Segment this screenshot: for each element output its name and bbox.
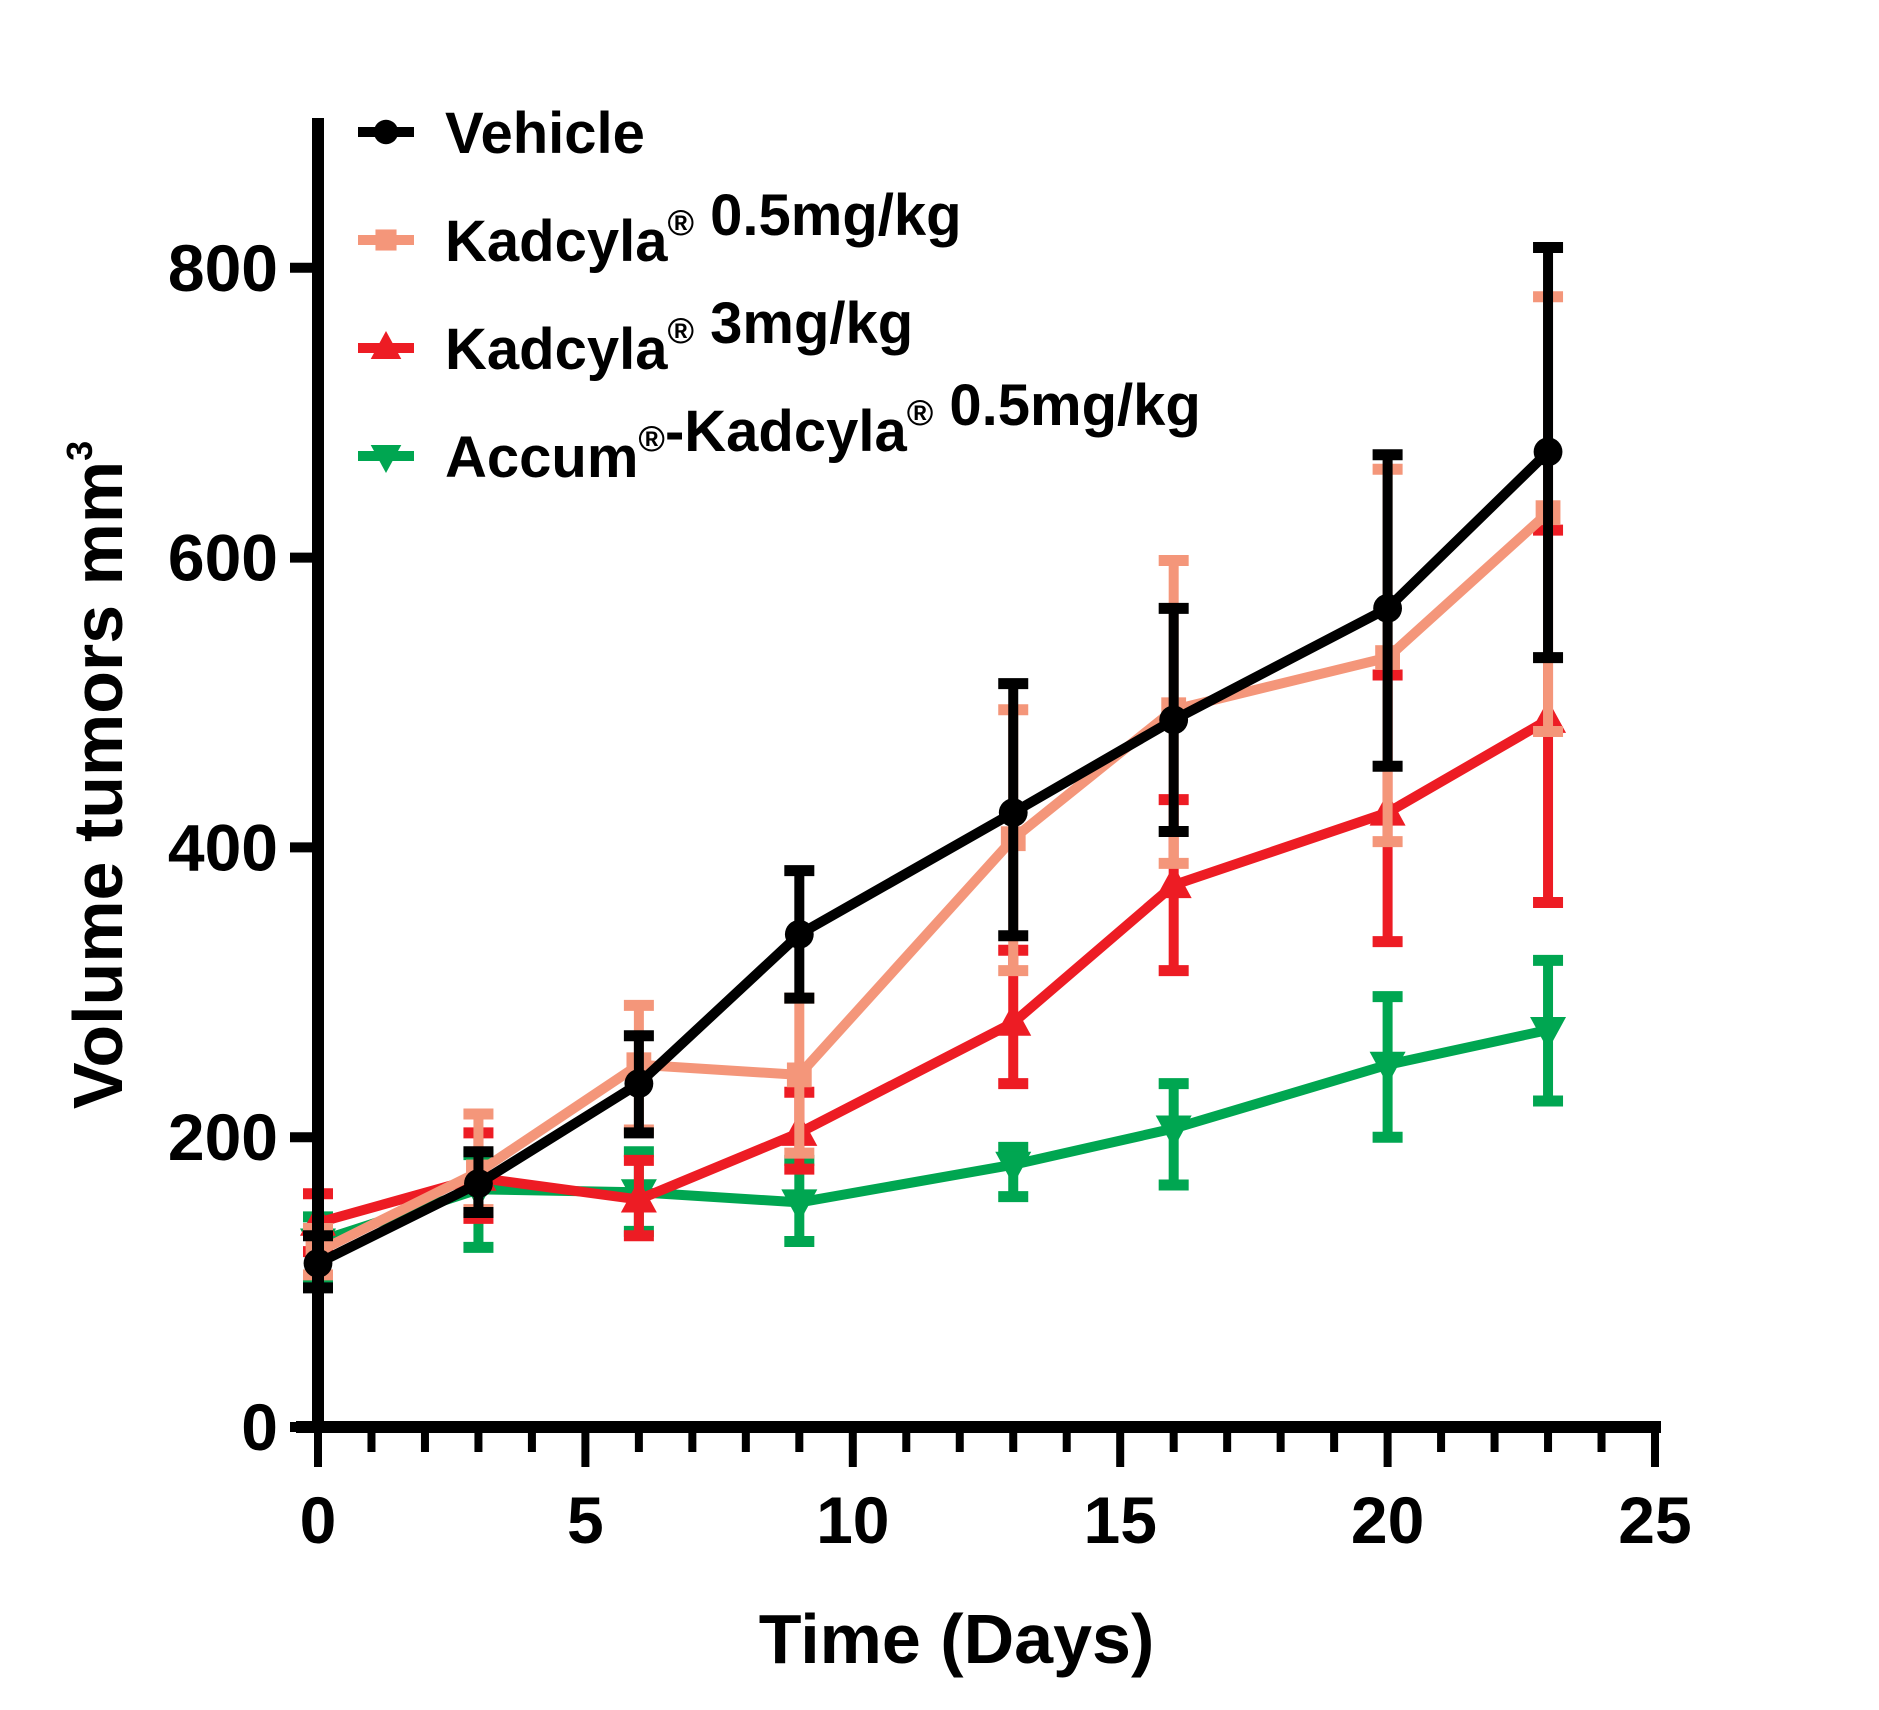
series-line xyxy=(316,1025,1550,1247)
legend-item-1: Kadcyla® 0.5mg/kg xyxy=(358,183,962,274)
x-axis-title: Time (Days) xyxy=(759,1600,1155,1678)
legend-label: Kadcyla® 3mg/kg xyxy=(445,291,913,382)
data-point xyxy=(1369,1051,1406,1085)
axes: 0 200 400 600 800 0 5 10 15 20 25 xyxy=(168,118,1692,1557)
legend-label-text: 0.5mg/kg xyxy=(933,373,1201,438)
registered-mark: ® xyxy=(667,310,694,351)
registered-mark: ® xyxy=(907,392,934,433)
y-tick-label: 800 xyxy=(168,231,278,305)
registered-mark: ® xyxy=(638,418,665,459)
data-point xyxy=(784,919,814,949)
series-line xyxy=(315,448,1552,1268)
legend-label: Accum®-Kadcyla® 0.5mg/kg xyxy=(445,373,1201,490)
legend-marker-triangle-down-icon xyxy=(370,444,402,473)
data-point xyxy=(1155,1115,1192,1149)
x-tick-label: 20 xyxy=(1351,1483,1424,1557)
legend-item-0: Vehicle xyxy=(358,101,645,166)
data-point xyxy=(624,1069,654,1098)
data-point xyxy=(1530,1016,1567,1050)
legend-label-text: Vehicle xyxy=(445,101,645,166)
data-point xyxy=(995,1151,1032,1185)
data-point xyxy=(1155,865,1192,899)
x-tick-label: 25 xyxy=(1618,1483,1691,1557)
data-point xyxy=(786,1062,812,1088)
y-axis-title: Volume tumors mm3 xyxy=(59,441,137,1109)
series-2 xyxy=(300,524,1567,1258)
legend-label-text: 3mg/kg xyxy=(694,291,913,356)
legend-item-2: Kadcyla® 3mg/kg xyxy=(358,291,913,382)
legend-label: Kadcyla® 0.5mg/kg xyxy=(445,183,962,274)
data-point xyxy=(998,798,1028,828)
legend-label-text: Kadcyla xyxy=(445,317,668,382)
legend-label-text: Accum xyxy=(445,425,638,490)
series-line xyxy=(315,508,1552,1257)
series-layer xyxy=(300,242,1567,1294)
y-tick-label: 600 xyxy=(168,521,278,595)
x-tick-label: 0 xyxy=(300,1483,337,1557)
series-3 xyxy=(300,954,1567,1287)
data-point xyxy=(1373,593,1402,623)
data-point xyxy=(464,1169,493,1198)
y-axis-title-text: Volume tumors mm xyxy=(59,461,137,1109)
legend-label-text: 0.5mg/kg xyxy=(694,183,962,248)
x-tick-label: 10 xyxy=(816,1483,889,1557)
legend-marker-circle-icon xyxy=(373,119,399,145)
legend-label: Vehicle xyxy=(445,101,645,166)
y-tick-label: 400 xyxy=(168,810,278,884)
data-point xyxy=(620,1179,657,1213)
series-0 xyxy=(303,242,1564,1294)
data-point xyxy=(1533,437,1563,467)
legend-item-3: Accum®-Kadcyla® 0.5mg/kg xyxy=(358,373,1201,490)
legend-marker-square-icon xyxy=(375,229,397,251)
y-tick-label: 200 xyxy=(168,1100,278,1174)
y-axis-title-superscript: 3 xyxy=(59,441,100,461)
legend-label-text: Kadcyla xyxy=(445,209,668,274)
data-point xyxy=(1159,705,1189,735)
data-point xyxy=(995,1002,1032,1036)
registered-mark: ® xyxy=(667,202,694,243)
y-tick-label: 0 xyxy=(241,1390,278,1464)
x-tick-label: 15 xyxy=(1083,1483,1156,1557)
legend-marker-triangle-up-icon xyxy=(370,331,402,360)
series-line xyxy=(316,715,1551,1228)
x-tick-label: 5 xyxy=(567,1483,604,1557)
data-point xyxy=(781,1189,818,1223)
legend-label-text: -Kadcyla xyxy=(665,399,908,464)
